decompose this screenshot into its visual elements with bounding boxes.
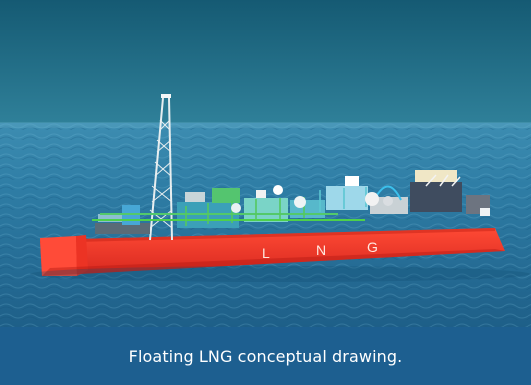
hull-letter-l: L [262, 245, 270, 261]
stern-block [40, 236, 77, 276]
hull-shadow [42, 249, 505, 276]
hull-letter-n: N [316, 242, 326, 258]
vessel-hull [40, 228, 505, 276]
horizon [0, 122, 531, 128]
flng-rendering-svg: L N G [0, 0, 531, 327]
caption-text: Floating LNG conceptual drawing. [128, 346, 403, 366]
hull-letter-g: G [367, 239, 378, 255]
stern-side [76, 235, 88, 276]
sky [0, 0, 531, 123]
hull-deck-edge [40, 228, 495, 243]
process-plant [92, 94, 490, 241]
flng-vessel: L N G [30, 94, 530, 282]
sea-waves [0, 123, 531, 327]
vessel-shadow [30, 266, 530, 282]
caption-bar: Floating LNG conceptual drawing. [0, 327, 531, 385]
flng-rendering: L N G [0, 0, 531, 327]
